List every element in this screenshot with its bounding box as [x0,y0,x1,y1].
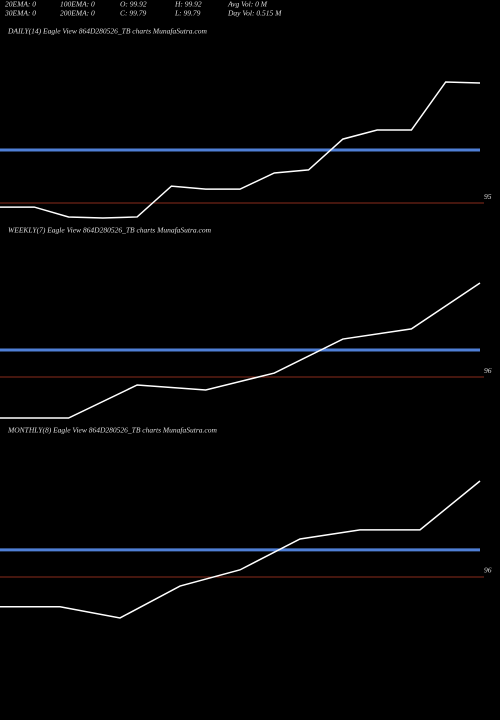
header-stat: 200EMA: 0 [60,9,95,18]
header-stat: C: 99.79 [120,9,147,18]
header-stat: L: 99.79 [174,9,201,18]
header-stat: 100EMA: 0 [60,0,95,9]
header-stat: O: 99.92 [120,0,147,9]
reference-label: 95 [484,192,492,201]
header-stat: Avg Vol: 0 M [227,0,268,9]
reference-label: 96 [484,366,492,375]
price-line [0,81,481,219]
price-line [0,480,481,619]
panel-title: WEEKLY(7) Eagle View 864D280526_TB chart… [8,226,212,235]
reference-label: 96 [484,566,492,575]
header-stat: Day Vol: 0.515 M [227,9,282,18]
panel-title: MONTHLY(8) Eagle View 864D280526_TB char… [7,426,217,435]
price-line [0,282,481,419]
header-stat: H: 99.92 [174,0,202,9]
header-stat: 20EMA: 0 [5,0,36,9]
header-stat: 30EMA: 0 [4,9,36,18]
panel-title: DAILY(14) Eagle View 864D280526_TB chart… [7,27,207,36]
